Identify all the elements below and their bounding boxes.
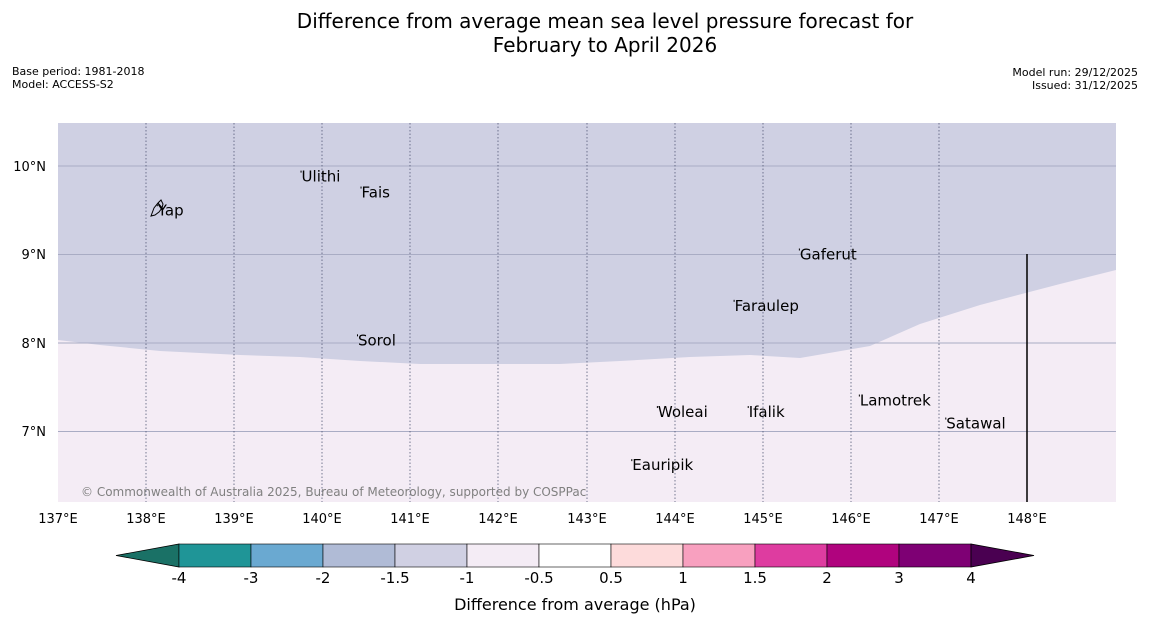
- place-eauripik: Eauripik: [631, 456, 693, 474]
- place-label: Ulithi: [302, 168, 341, 186]
- colorbar-label: Difference from average (hPa): [454, 595, 696, 614]
- lat-label-10n: 10°N: [13, 160, 46, 175]
- base-period: Base period: 1981-2018: [12, 65, 145, 78]
- lat-label-9n: 9°N: [22, 248, 47, 263]
- meta-left: Base period: 1981-2018 Model: ACCESS-S2: [12, 65, 144, 91]
- lon-label-146e: 146°E: [831, 512, 871, 527]
- lon-label-147e: 147°E: [919, 512, 959, 527]
- colorbar-segment: [754, 543, 828, 568]
- colorbar-segment: [250, 543, 324, 568]
- lon-label-140e: 140°E: [302, 512, 342, 527]
- lon-label-138e: 138°E: [126, 512, 166, 527]
- lon-gridlines: [145, 123, 940, 502]
- colorbar-extend-high: [970, 543, 1035, 568]
- place-label: Sorol: [358, 331, 396, 349]
- colorbar-tick-label: 4: [966, 569, 976, 587]
- place-label: Woleai: [658, 403, 708, 421]
- colorbar-segment: [394, 543, 468, 568]
- place-marker: [747, 406, 749, 409]
- lon-label-137e: 137°E: [38, 512, 78, 527]
- lon-label-143e: 143°E: [567, 512, 607, 527]
- place-marker: [631, 459, 633, 462]
- place-yap: Yap: [156, 201, 184, 219]
- colorbar-segment: [538, 543, 612, 568]
- place-faraulep: Faraulep: [733, 297, 799, 315]
- place-ifalik: Ifalik: [747, 403, 785, 421]
- place-gaferut: Gaferut: [798, 246, 857, 264]
- place-marker: [360, 186, 362, 189]
- place-satawal: Satawal: [945, 415, 1006, 433]
- title-line-2: February to April 2026: [492, 33, 718, 57]
- yap-island-outline: [150, 199, 164, 217]
- place-marker: [733, 299, 735, 302]
- model-run: Model run: 29/12/2025: [1012, 66, 1138, 79]
- colorbar-tick-label: 3: [894, 569, 904, 587]
- place-label: Faraulep: [735, 297, 799, 315]
- colorbar-segment: [178, 543, 252, 568]
- colorbar-tick-label: -1: [460, 569, 475, 587]
- colorbar-tick-label: -0.5: [524, 569, 553, 587]
- lat-label-7n: 7°N: [22, 425, 47, 440]
- lat-label-8n: 8°N: [22, 337, 47, 352]
- place-label: Eauripik: [632, 456, 693, 474]
- lon-label-139e: 139°E: [214, 512, 254, 527]
- place-woleai: Woleai: [656, 403, 708, 421]
- place-marker: [858, 394, 860, 397]
- issued-date: Issued: 31/12/2025: [1031, 79, 1138, 92]
- place-label: Gaferut: [800, 246, 857, 264]
- place-fais: Fais: [360, 184, 391, 202]
- place-label: Yap: [157, 201, 184, 219]
- place-sorol: Sorol: [356, 331, 396, 349]
- title-line-1: Difference from average mean sea level p…: [296, 9, 914, 33]
- place-label: Fais: [362, 184, 391, 202]
- place-lamotrek: Lamotrek: [858, 392, 931, 410]
- place-marker: [156, 204, 158, 207]
- copyright-credit: © Commonwealth of Australia 2025, Bureau…: [81, 485, 586, 499]
- lon-label-141e: 141°E: [390, 512, 430, 527]
- lon-tick-labels: 137°E 138°E 139°E 140°E 141°E 142°E 143°…: [38, 512, 1047, 527]
- map-panel: Ulithi Fais Yap Gaferut Faraulep Sorol Lamotre…: [58, 123, 1116, 502]
- colorbar-segment: [322, 543, 396, 568]
- lon-label-144e: 144°E: [655, 512, 695, 527]
- map-title: Difference from average mean sea level p…: [0, 9, 1150, 57]
- colorbar-tick-label: -4: [172, 569, 187, 587]
- lon-label-142e: 142°E: [478, 512, 518, 527]
- place-marker: [356, 334, 358, 337]
- colorbar: -4 -3 -2 -1.5 -1 -0.5 0.5 1 1.5 2 3 4: [115, 543, 1035, 587]
- colorbar-tick-label: -3: [244, 569, 259, 587]
- place-marker: [798, 248, 800, 251]
- colorbar-tick-label: -2: [316, 569, 331, 587]
- colorbar-extend-low: [115, 543, 180, 568]
- place-labels: Ulithi Fais Yap Gaferut Faraulep Sorol Lamotre…: [156, 168, 1006, 474]
- colorbar-tick-label: 2: [822, 569, 832, 587]
- lat-tick-labels: 10°N 9°N 8°N 7°N: [13, 160, 46, 440]
- lon-label-148e: 148°E: [1007, 512, 1047, 527]
- place-label: Ifalik: [749, 403, 785, 421]
- place-label: Lamotrek: [860, 392, 931, 410]
- colorbar-segment: [682, 543, 756, 568]
- lon-label-145e: 145°E: [743, 512, 783, 527]
- colorbar-tick-label: 1.5: [743, 569, 767, 587]
- colorbar-tick-label: 1: [678, 569, 688, 587]
- model-name: Model: ACCESS-S2: [12, 78, 114, 91]
- place-marker: [656, 406, 658, 409]
- colorbar-segment: [466, 543, 540, 568]
- place-label: Satawal: [946, 415, 1005, 433]
- place-ulithi: Ulithi: [300, 168, 341, 186]
- meta-right: Model run: 29/12/2025 Issued: 31/12/2025: [1012, 66, 1138, 92]
- place-marker: [300, 170, 302, 173]
- colorbar-tick-label: -1.5: [380, 569, 409, 587]
- colorbar-segment: [826, 543, 900, 568]
- colorbar-tick-label: 0.5: [599, 569, 623, 587]
- colorbar-segment: [610, 543, 684, 568]
- place-marker: [945, 417, 947, 420]
- colorbar-segment: [898, 543, 972, 568]
